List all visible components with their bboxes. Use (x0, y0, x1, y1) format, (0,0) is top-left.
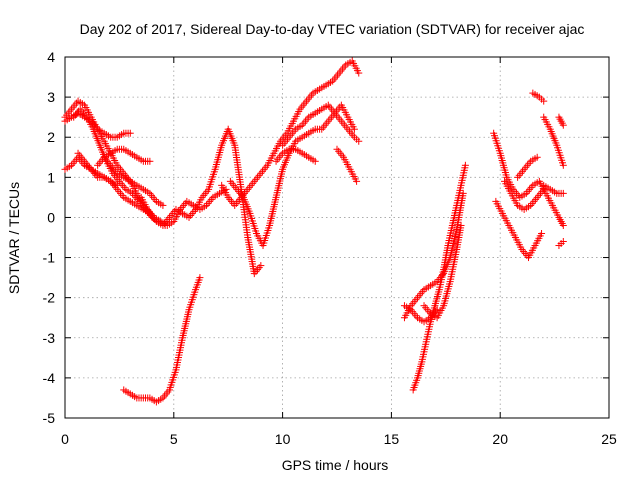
data-point (311, 157, 319, 165)
x-tick-label: 15 (384, 431, 400, 447)
data-point (457, 221, 465, 229)
data-point (559, 189, 567, 197)
series-arc-l (279, 101, 363, 149)
series-arc-g (94, 145, 154, 169)
data-point (559, 161, 567, 169)
series-arc-b (61, 109, 134, 141)
series-arc-e (61, 153, 121, 189)
x-tick-label: 20 (492, 431, 508, 447)
data-point (459, 189, 467, 197)
series-arc-s (490, 129, 567, 229)
data-point (559, 221, 567, 229)
y-tick-label: -3 (43, 330, 56, 346)
data-point (461, 161, 469, 169)
x-tick-label: 10 (275, 431, 291, 447)
data-point (355, 137, 363, 145)
series-arc-p (409, 161, 469, 394)
series-arc-i (137, 185, 230, 229)
data-point (353, 177, 361, 185)
grid-lines (65, 57, 609, 418)
series-arc-h (120, 274, 204, 406)
series-arc-q (420, 221, 465, 322)
data-point (126, 129, 134, 137)
y-tick-label: -4 (43, 370, 56, 386)
data-point (540, 97, 548, 105)
plot-frame (64, 56, 610, 419)
y-tick-labels: -5 -4 -3 -2 -1 0 1 2 3 4 (43, 49, 56, 426)
data-point (196, 274, 204, 282)
data-point (113, 181, 121, 189)
data-point (355, 69, 363, 77)
data-point (559, 121, 567, 129)
y-tick-label: -1 (43, 250, 56, 266)
data-point (538, 229, 546, 237)
data-point (350, 125, 358, 133)
series-arc-w (529, 89, 548, 105)
chart-title: Day 202 of 2017, Sidereal Day-to-day VTE… (80, 21, 585, 37)
x-tick-label: 0 (61, 431, 69, 447)
data-point (159, 201, 167, 209)
series-arc-u (501, 177, 548, 213)
y-tick-label: -5 (43, 410, 56, 426)
y-axis-label: SDTVAR / TECUs (6, 182, 22, 294)
y-tick-label: 0 (47, 209, 55, 225)
series-arc-z (540, 181, 567, 197)
data-point (433, 306, 441, 314)
y-tick-label: 1 (47, 169, 55, 185)
x-axis-label: GPS time / hours (282, 457, 389, 473)
y-tick-label: -2 (43, 290, 56, 306)
x-tick-labels: 0 5 10 15 20 25 (61, 431, 617, 447)
series-arc-n (333, 145, 361, 185)
data-point (533, 153, 541, 161)
series-arc-aa (555, 238, 567, 250)
series-arc-k (226, 101, 358, 250)
series-arc-y (555, 113, 567, 129)
x-tick-label: 25 (601, 431, 617, 447)
x-tick-label: 5 (170, 431, 178, 447)
y-tick-label: 4 (47, 49, 55, 65)
axis-ticks (64, 56, 610, 419)
series-arc-x (540, 113, 567, 169)
y-tick-label: 3 (47, 89, 55, 105)
data-point (257, 262, 265, 270)
y-tick-label: 2 (47, 129, 55, 145)
series-arc-m (272, 145, 319, 165)
data-points (61, 57, 567, 406)
data-point (146, 157, 154, 165)
series-arc-j (218, 57, 363, 209)
series-arc-r (400, 302, 441, 326)
series-arc-t (492, 197, 546, 262)
series-arc-v (514, 153, 541, 181)
data-point (559, 238, 567, 246)
